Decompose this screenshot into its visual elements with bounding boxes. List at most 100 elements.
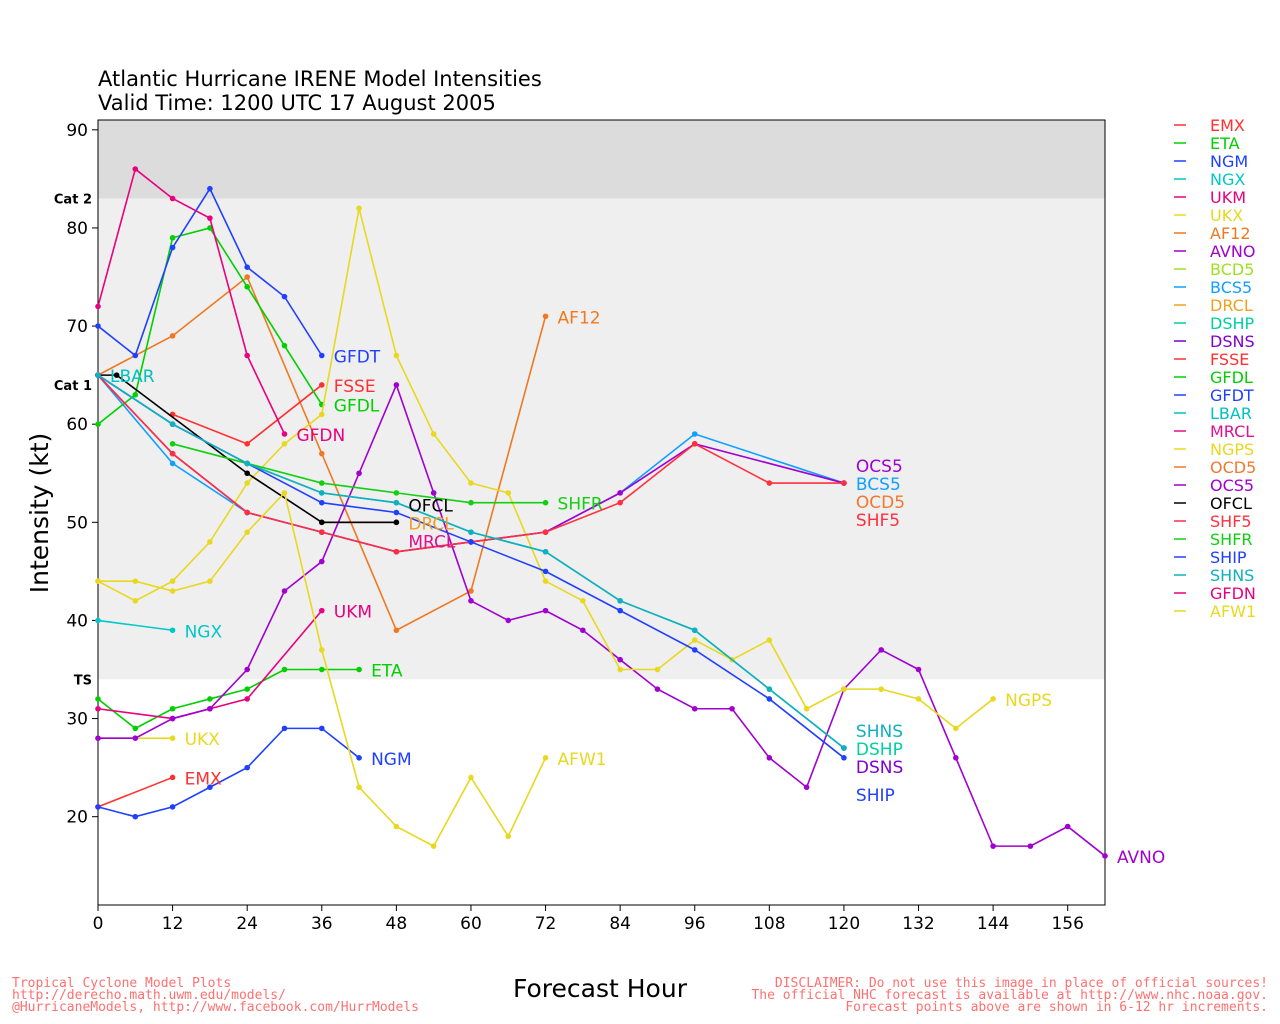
data-point-afw1 [356, 784, 362, 791]
footer-left: Tropical Cyclone Model Plots http://dere… [12, 977, 419, 1014]
x-tick-label: 24 [236, 914, 258, 934]
data-point-shns [468, 529, 474, 535]
x-tick-label: 0 [93, 914, 104, 934]
data-point-afw1 [132, 578, 139, 584]
data-point-eta [169, 705, 176, 712]
data-point-afw1 [207, 578, 213, 584]
data-point-eta [95, 696, 101, 702]
data-point-shns [95, 372, 101, 378]
x-tick-label: 12 [162, 914, 184, 934]
data-point-ngps [617, 666, 623, 673]
data-point-ship [468, 539, 474, 545]
data-point-ngps [393, 352, 400, 359]
data-point-eta [207, 696, 213, 702]
legend-entry: NGPS [1210, 440, 1254, 459]
data-point-gfdn [281, 431, 288, 437]
legend-entry: OCD5 [1210, 458, 1256, 477]
legend-entry: GFDT [1210, 386, 1254, 405]
data-point-shf5 [318, 529, 325, 535]
series-line-ngm [97, 727, 360, 818]
data-point-afw1 [430, 843, 437, 849]
data-point-ngps [281, 441, 288, 447]
x-tick-label: 144 [977, 914, 1009, 934]
data-point-ngps [766, 637, 773, 643]
series-end-label: OCS5 [856, 457, 903, 477]
data-point-ngm [356, 755, 362, 761]
data-point-ocs5 [617, 490, 623, 496]
legend-entry: AF12 [1210, 224, 1251, 243]
data-point-avno [1102, 853, 1108, 859]
data-point-shfr [318, 480, 325, 486]
data-point-ship [393, 509, 400, 516]
data-point-avno [617, 656, 623, 663]
legend-entry: FSSE [1210, 350, 1249, 369]
data-point-gfdl [207, 225, 213, 231]
series-end-label: DSHP [856, 740, 903, 760]
data-point-afw1 [244, 529, 250, 535]
footer-left-line: http://derecho.math.uwm.edu/models/ [12, 988, 286, 1003]
series-end-label: SHIP [856, 786, 895, 806]
data-point-ngm [169, 804, 176, 810]
disclaimer-line: Forecast points above are shown in 6-12 … [845, 1000, 1268, 1015]
legend-entry: EMX [1210, 116, 1245, 135]
data-point-afw1 [393, 823, 400, 830]
data-point-ngm [132, 813, 139, 820]
data-point-ngps [580, 598, 586, 604]
data-point-ngm [95, 804, 101, 810]
data-point-gfdn [132, 166, 139, 172]
data-point-shf5 [691, 441, 698, 447]
data-point-avno [393, 382, 400, 388]
data-point-ngps [132, 598, 139, 604]
legend-entry: AFW1 [1210, 602, 1256, 621]
data-point-avno [915, 666, 922, 673]
data-point-shf5 [169, 450, 176, 457]
data-point-gfdn [207, 215, 213, 221]
data-point-ngps [505, 490, 512, 496]
series-end-label: NGPS [1005, 691, 1052, 711]
series-end-label: SHNS [856, 722, 903, 742]
chart-title: Atlantic Hurricane IRENE Model Intensiti… [98, 67, 542, 91]
x-tick-label: 36 [311, 914, 333, 934]
data-point-avno [95, 735, 101, 741]
x-tick-label: 156 [1051, 914, 1083, 934]
data-point-eta [281, 666, 288, 673]
series-end-label: AVNO [1117, 848, 1165, 868]
data-point-avno [878, 647, 885, 653]
data-point-ngps [318, 411, 325, 418]
legend-entry: BCS5 [1210, 278, 1252, 297]
y-tick-label: 90 [66, 121, 88, 141]
data-point-gfdt [169, 244, 176, 251]
legend-entry: GFDL [1210, 368, 1253, 387]
data-point-ship [766, 696, 773, 702]
data-point-avno [430, 490, 437, 496]
legend-entry: UKX [1210, 206, 1243, 225]
data-point-af12 [542, 313, 549, 320]
series-end-label: GFDN [296, 426, 345, 446]
series-end-label: ETA [371, 662, 403, 682]
data-point-ngps [915, 696, 922, 702]
data-point-ngps [169, 578, 176, 584]
data-point-af12 [169, 333, 176, 339]
data-point-avno [169, 715, 176, 722]
data-point-avno [207, 705, 213, 712]
data-point-ship [542, 568, 549, 575]
data-point-emx [169, 774, 176, 781]
series-line-ngx [97, 619, 173, 632]
legend-entry: SHNS [1210, 566, 1254, 585]
x-tick-label: 72 [535, 914, 557, 934]
y-tick-label: 70 [66, 317, 88, 337]
series-line-eta [97, 668, 360, 730]
data-point-avno [691, 705, 698, 712]
y-tick-label: 80 [66, 219, 88, 239]
data-point-afw1 [542, 755, 549, 761]
data-point-ngm [244, 764, 250, 771]
data-point-ship [617, 607, 623, 614]
data-point-gfdt [318, 352, 325, 359]
band-label: TS [74, 673, 92, 688]
data-point-afw1 [281, 490, 288, 496]
data-point-eta [356, 666, 362, 673]
data-point-afw1 [95, 578, 101, 584]
chart-subtitle: Valid Time: 1200 UTC 17 August 2005 [98, 91, 496, 115]
data-point-gfdt [207, 185, 213, 192]
